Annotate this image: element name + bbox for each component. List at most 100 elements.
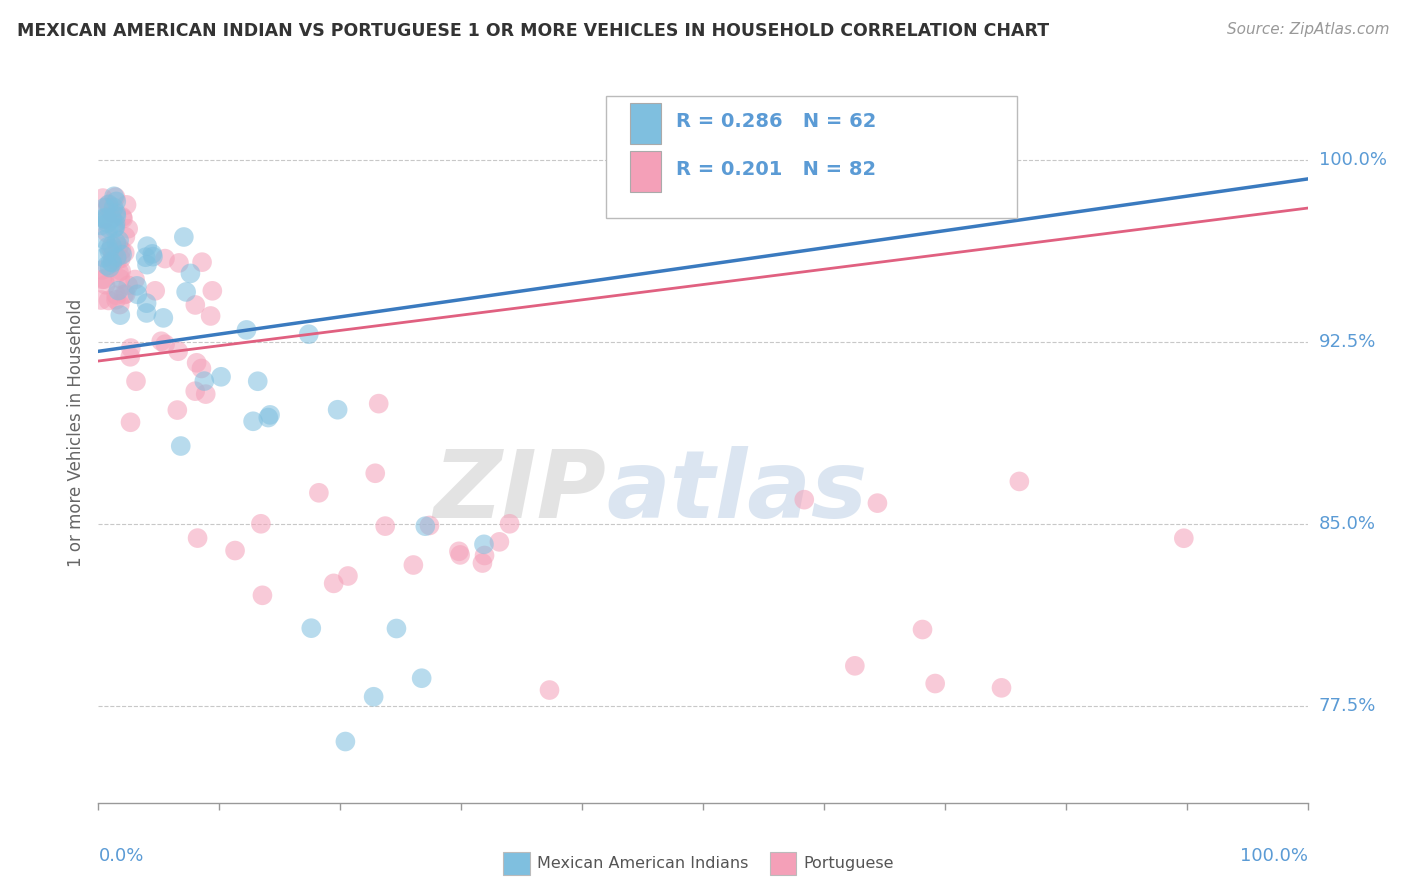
Point	[117, 221, 139, 235]
Point	[100, 242, 122, 256]
Point	[105, 235, 128, 250]
Point	[91, 272, 114, 286]
Point	[93, 211, 115, 226]
FancyBboxPatch shape	[769, 853, 796, 875]
Point	[190, 361, 212, 376]
Point	[94, 233, 117, 247]
Point	[136, 258, 159, 272]
Point	[411, 671, 433, 685]
Point	[90, 219, 112, 233]
Point	[112, 211, 135, 226]
Point	[110, 308, 132, 322]
Point	[173, 230, 195, 244]
Point	[235, 323, 257, 337]
Point	[91, 191, 114, 205]
Point	[97, 239, 120, 253]
Point	[111, 210, 134, 224]
Text: 77.5%: 77.5%	[1319, 697, 1376, 714]
Point	[413, 519, 436, 533]
Point	[90, 263, 112, 277]
Point	[498, 516, 520, 531]
Point	[107, 284, 129, 298]
Point	[250, 516, 273, 531]
Point	[94, 201, 117, 215]
Point	[105, 288, 128, 302]
FancyBboxPatch shape	[630, 103, 661, 144]
FancyBboxPatch shape	[630, 152, 661, 192]
Point	[125, 374, 148, 388]
Text: 100.0%: 100.0%	[1240, 847, 1308, 865]
Point	[105, 206, 128, 220]
Point	[200, 309, 222, 323]
Point	[187, 531, 209, 545]
Point	[101, 256, 124, 270]
Point	[96, 259, 118, 273]
Point	[209, 369, 232, 384]
Point	[108, 239, 131, 253]
Point	[471, 556, 494, 570]
Point	[167, 256, 190, 270]
Point	[326, 402, 349, 417]
Point	[143, 284, 166, 298]
Point	[110, 264, 132, 278]
Point	[111, 247, 134, 261]
Text: Portuguese: Portuguese	[803, 856, 894, 871]
FancyBboxPatch shape	[606, 95, 1018, 218]
Point	[374, 519, 396, 533]
Point	[114, 287, 136, 301]
Point	[108, 265, 131, 279]
Point	[135, 306, 157, 320]
Point	[110, 252, 132, 266]
Point	[299, 621, 322, 635]
Point	[98, 260, 121, 275]
Text: 85.0%: 85.0%	[1319, 515, 1375, 533]
Point	[866, 496, 889, 510]
Point	[105, 194, 128, 209]
Point	[108, 297, 131, 311]
Point	[418, 518, 440, 533]
Point	[252, 588, 274, 602]
Point	[93, 272, 115, 286]
Point	[184, 298, 207, 312]
Point	[120, 341, 142, 355]
Point	[194, 387, 217, 401]
Point	[90, 293, 112, 307]
Point	[108, 272, 131, 286]
Point	[97, 293, 120, 308]
Point	[336, 569, 359, 583]
Point	[152, 310, 174, 325]
Text: Source: ZipAtlas.com: Source: ZipAtlas.com	[1226, 22, 1389, 37]
Text: 100.0%: 100.0%	[1319, 151, 1386, 169]
Text: R = 0.201   N = 82: R = 0.201 N = 82	[676, 161, 876, 179]
Point	[105, 209, 128, 223]
Point	[447, 544, 470, 558]
Point	[193, 374, 215, 388]
Point	[104, 220, 127, 235]
Point	[472, 537, 495, 551]
Point	[97, 221, 120, 235]
Text: 0.0%: 0.0%	[98, 847, 143, 865]
Point	[96, 212, 118, 227]
Point	[793, 492, 815, 507]
Point	[179, 267, 201, 281]
Point	[124, 272, 146, 286]
Point	[474, 549, 496, 563]
Point	[911, 623, 934, 637]
Y-axis label: 1 or more Vehicles in Household: 1 or more Vehicles in Household	[67, 299, 86, 566]
Point	[101, 206, 124, 220]
Point	[94, 277, 117, 292]
Text: atlas: atlas	[606, 446, 868, 538]
Point	[363, 690, 385, 704]
Point	[104, 190, 127, 204]
Point	[115, 198, 138, 212]
Point	[153, 252, 176, 266]
Point	[103, 201, 125, 215]
Point	[125, 278, 148, 293]
Point	[246, 374, 269, 388]
Text: MEXICAN AMERICAN INDIAN VS PORTUGUESE 1 OR MORE VEHICLES IN HOUSEHOLD CORRELATIO: MEXICAN AMERICAN INDIAN VS PORTUGUESE 1 …	[17, 22, 1049, 40]
Point	[136, 239, 159, 253]
Point	[990, 681, 1012, 695]
Point	[449, 548, 471, 562]
Point	[135, 296, 157, 310]
Point	[257, 410, 280, 425]
